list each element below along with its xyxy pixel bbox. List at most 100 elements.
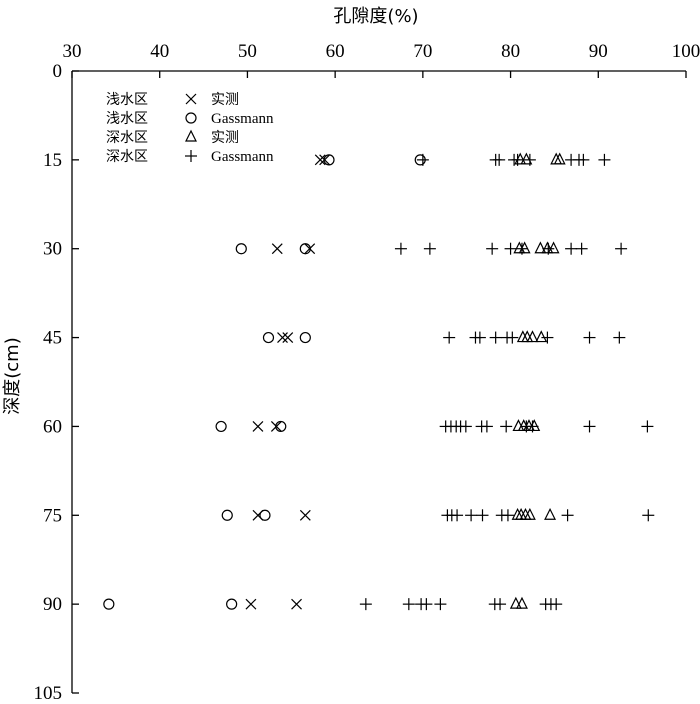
legend-region-label: 浅水区 xyxy=(106,92,148,108)
data-point-circle xyxy=(103,598,115,610)
data-point-circle xyxy=(221,509,233,521)
data-point-plus xyxy=(473,331,486,344)
data-point-plus xyxy=(515,242,528,255)
data-point-plus xyxy=(451,509,464,522)
data-point-triangle xyxy=(509,596,522,609)
data-point-circle xyxy=(275,420,287,433)
data-point-plus xyxy=(402,598,415,611)
data-point-plus xyxy=(526,420,539,433)
data-point-triangle xyxy=(547,241,560,254)
legend-series-label: 实测 xyxy=(211,92,239,108)
data-point-plus xyxy=(501,509,514,522)
legend-series-label: 实测 xyxy=(211,130,239,146)
y-tick-label: 30 xyxy=(43,239,62,260)
data-point-triangle xyxy=(528,419,541,432)
x-tick-labels: 30 40 50 60 70 80 90 100 xyxy=(63,41,700,62)
data-point-plus xyxy=(423,242,436,255)
y-tick-labels: 0 15 30 45 60 75 90 105 xyxy=(34,61,63,704)
data-point-plus xyxy=(541,331,554,344)
data-points xyxy=(103,152,655,611)
data-point-plus xyxy=(542,242,555,255)
series-triangle xyxy=(509,152,566,609)
data-point-triangle xyxy=(516,596,528,609)
data-point-plus xyxy=(575,242,588,255)
data-point-plus xyxy=(506,331,519,344)
data-point-plus xyxy=(500,420,513,433)
data-point-plus xyxy=(465,509,478,522)
data-point-plus xyxy=(443,331,456,344)
data-point-triangle xyxy=(534,241,547,254)
x-tick-label: 60 xyxy=(326,41,345,62)
data-point-triangle xyxy=(535,330,548,343)
data-point-plus xyxy=(420,598,433,611)
data-point-x xyxy=(252,421,264,432)
data-point-plus xyxy=(494,598,507,611)
data-point-x xyxy=(245,598,257,610)
data-point-plus xyxy=(583,420,596,433)
data-point-plus xyxy=(486,242,499,255)
x-axis-title: 孔隙度(%) xyxy=(333,6,418,27)
data-point-plus xyxy=(561,509,574,522)
legend-series-label: Gassmann xyxy=(211,111,274,127)
data-point-plus xyxy=(493,153,506,166)
data-point-x xyxy=(314,154,326,166)
data-point-plus xyxy=(641,420,654,433)
series-plus xyxy=(359,153,655,611)
data-point-plus xyxy=(583,331,596,344)
data-point-plus xyxy=(489,331,502,344)
data-point-triangle xyxy=(517,419,530,432)
legend-marker-plus xyxy=(185,150,197,162)
data-point-plus xyxy=(504,242,517,255)
y-tick-label: 90 xyxy=(43,594,62,615)
data-point-circle xyxy=(259,509,271,521)
data-point-plus xyxy=(394,242,407,255)
data-point-x xyxy=(304,243,316,255)
x-tick-label: 40 xyxy=(150,41,169,62)
data-point-x xyxy=(282,332,294,343)
data-point-triangle xyxy=(520,152,533,165)
x-tick-label: 70 xyxy=(413,41,432,62)
data-point-x xyxy=(270,421,282,432)
data-point-x xyxy=(319,154,331,166)
data-point-circle xyxy=(262,331,275,344)
y-tick-label: 75 xyxy=(43,505,62,526)
data-point-circle xyxy=(215,420,227,433)
data-point-plus xyxy=(642,509,655,522)
data-point-x xyxy=(299,509,311,521)
data-point-x xyxy=(277,332,288,343)
data-point-plus xyxy=(359,598,372,611)
data-point-circle xyxy=(235,243,247,255)
legend-region-label: 深水区 xyxy=(106,149,148,165)
y-tick-label: 105 xyxy=(34,683,63,704)
data-point-x xyxy=(271,243,283,255)
data-point-circle xyxy=(323,154,335,166)
data-point-triangle xyxy=(518,241,531,254)
series-x xyxy=(245,154,331,610)
y-axis-title: 深度(cm) xyxy=(2,337,23,414)
data-point-plus xyxy=(459,420,472,433)
legend-region-label: 深水区 xyxy=(106,130,148,146)
data-point-circle xyxy=(299,331,311,344)
data-point-plus xyxy=(615,242,628,255)
y-tick-label: 0 xyxy=(53,61,63,82)
data-point-plus xyxy=(550,598,563,611)
x-tick-label: 90 xyxy=(589,41,608,62)
data-point-plus xyxy=(598,153,611,166)
data-point-triangle xyxy=(550,152,563,165)
data-point-plus xyxy=(577,153,590,166)
data-point-plus xyxy=(416,153,429,166)
data-point-triangle xyxy=(541,241,554,254)
axes xyxy=(71,70,687,694)
data-point-plus xyxy=(613,331,626,344)
x-tick-label: 50 xyxy=(238,41,257,62)
legend-series-label: Gassmann xyxy=(211,149,274,165)
data-point-triangle xyxy=(513,241,526,254)
data-point-x xyxy=(291,598,302,610)
data-point-plus xyxy=(480,420,493,433)
data-point-triangle xyxy=(544,507,557,520)
x-tick-label: 80 xyxy=(501,41,520,62)
data-point-plus xyxy=(476,509,489,522)
data-point-triangle xyxy=(523,507,536,520)
